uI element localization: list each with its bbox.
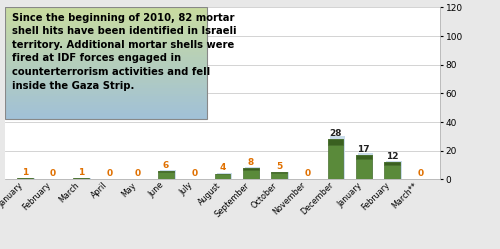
Bar bbox=[76, 178, 91, 179]
Bar bbox=[5, 15, 207, 19]
Bar bbox=[214, 174, 230, 179]
Bar bbox=[384, 162, 400, 179]
Bar bbox=[5, 32, 207, 35]
Text: 1: 1 bbox=[22, 168, 28, 177]
Bar bbox=[19, 178, 34, 179]
Bar bbox=[160, 170, 176, 179]
Text: 0: 0 bbox=[417, 169, 424, 178]
Text: 8: 8 bbox=[248, 158, 254, 167]
Bar bbox=[5, 55, 207, 58]
Bar bbox=[5, 82, 207, 86]
Text: 4: 4 bbox=[220, 163, 226, 172]
Bar bbox=[5, 74, 207, 77]
Bar bbox=[5, 68, 207, 72]
Text: 0: 0 bbox=[134, 169, 141, 178]
Bar bbox=[356, 155, 372, 159]
Bar bbox=[5, 18, 207, 21]
Bar bbox=[5, 116, 207, 119]
Bar bbox=[328, 139, 344, 179]
Bar bbox=[5, 35, 207, 38]
Bar bbox=[271, 172, 287, 173]
Bar bbox=[5, 108, 207, 111]
Bar bbox=[216, 173, 232, 179]
Bar bbox=[5, 85, 207, 88]
Text: 12: 12 bbox=[386, 152, 398, 161]
Bar bbox=[358, 153, 374, 179]
Bar bbox=[17, 178, 32, 179]
Bar bbox=[5, 24, 207, 27]
Bar bbox=[5, 113, 207, 116]
Bar bbox=[5, 7, 207, 10]
Bar bbox=[5, 52, 207, 55]
Bar bbox=[243, 168, 258, 179]
Text: Since the beginning of 2010, 82 mortar
shell hits have been identified in Israel: Since the beginning of 2010, 82 mortar s… bbox=[12, 13, 236, 91]
Bar bbox=[5, 27, 207, 30]
Bar bbox=[5, 38, 207, 41]
Bar bbox=[245, 167, 260, 179]
Bar bbox=[273, 172, 288, 179]
Bar bbox=[5, 49, 207, 52]
Bar bbox=[5, 63, 207, 66]
Text: 1: 1 bbox=[78, 168, 84, 177]
Text: 17: 17 bbox=[358, 145, 370, 154]
Bar bbox=[5, 71, 207, 74]
Bar bbox=[5, 110, 207, 114]
Bar bbox=[5, 43, 207, 47]
Bar bbox=[384, 162, 400, 165]
Bar bbox=[5, 21, 207, 24]
Bar bbox=[5, 105, 207, 108]
Bar bbox=[5, 88, 207, 91]
Bar bbox=[5, 13, 207, 16]
Bar bbox=[386, 161, 402, 179]
Bar bbox=[5, 80, 207, 83]
Text: 0: 0 bbox=[304, 169, 310, 178]
Text: 0: 0 bbox=[50, 169, 56, 178]
Bar bbox=[5, 66, 207, 69]
Text: 0: 0 bbox=[106, 169, 112, 178]
Bar bbox=[5, 94, 207, 97]
Bar bbox=[5, 46, 207, 49]
Bar bbox=[356, 155, 372, 179]
Bar bbox=[74, 178, 89, 179]
Bar bbox=[271, 172, 287, 179]
Bar bbox=[5, 96, 207, 100]
Bar bbox=[158, 171, 174, 172]
Bar bbox=[330, 136, 345, 179]
Text: 6: 6 bbox=[163, 161, 169, 170]
Bar bbox=[158, 171, 174, 179]
Bar bbox=[5, 57, 207, 61]
Bar bbox=[5, 99, 207, 102]
Bar bbox=[5, 102, 207, 105]
Bar bbox=[5, 41, 207, 44]
Bar bbox=[5, 10, 207, 13]
Bar bbox=[328, 139, 344, 145]
Bar bbox=[5, 91, 207, 94]
Bar bbox=[5, 77, 207, 80]
Text: 0: 0 bbox=[191, 169, 198, 178]
Bar bbox=[5, 29, 207, 33]
Text: 5: 5 bbox=[276, 162, 282, 171]
Bar bbox=[243, 168, 258, 170]
Bar bbox=[5, 60, 207, 63]
Text: 28: 28 bbox=[329, 129, 342, 138]
